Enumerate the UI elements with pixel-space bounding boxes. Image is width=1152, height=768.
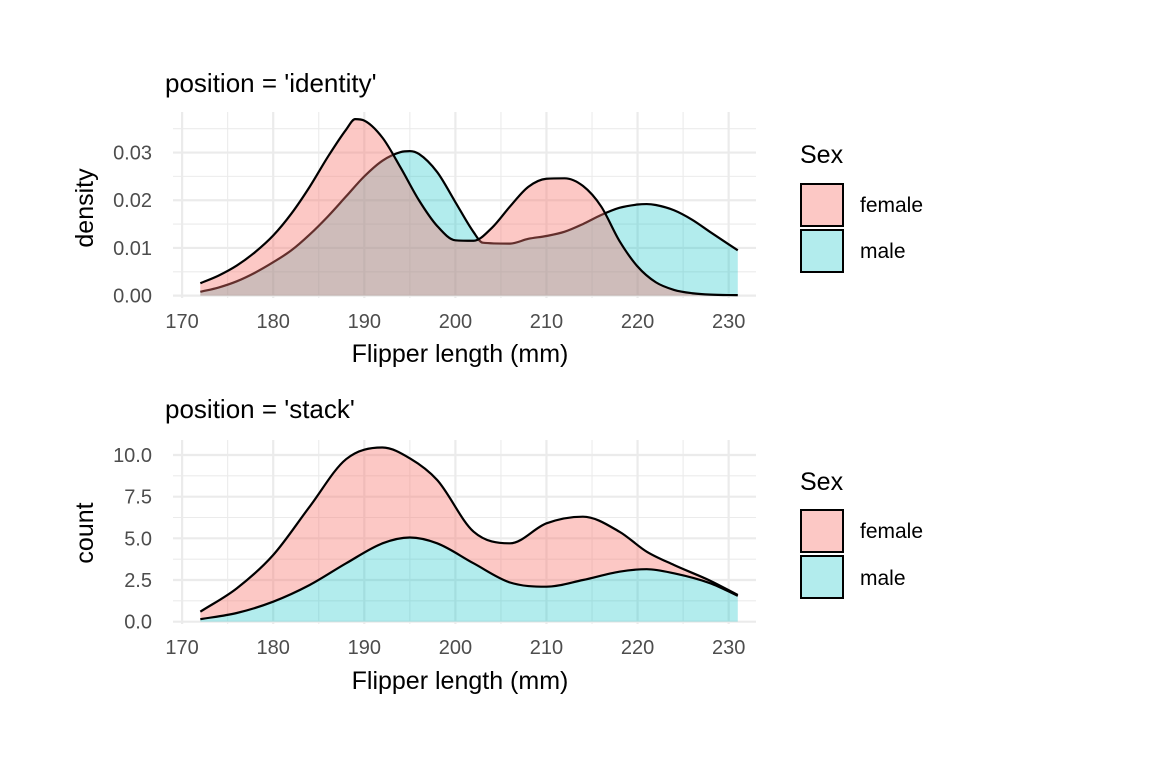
legend-label-female: female	[860, 194, 923, 217]
legend-title: Sex	[800, 141, 844, 169]
x-axis-ticks: 170 180 190 200 210 220 230	[165, 637, 745, 659]
panel-title: position = 'identity'	[165, 68, 377, 98]
line-male	[200, 536, 739, 621]
line-male	[200, 150, 739, 293]
stacked-areas	[199, 446, 739, 622]
x-tick-label: 220	[621, 311, 654, 333]
legend-item-female: female	[800, 183, 923, 227]
y-tick-label: 0.02	[113, 190, 152, 212]
legend: Sex female male	[800, 141, 923, 273]
area-male	[200, 151, 738, 296]
legend-key-male	[800, 555, 844, 599]
x-tick-label: 180	[257, 311, 290, 333]
y-tick-label: 2.5	[124, 570, 152, 592]
legend-key-male	[800, 229, 844, 273]
area-male	[200, 537, 738, 622]
y-tick-label: 0.00	[113, 286, 152, 308]
y-axis-title: density	[71, 168, 99, 248]
x-tick-label: 170	[165, 311, 198, 333]
x-tick-label: 220	[621, 637, 654, 659]
area-female	[200, 447, 738, 620]
legend-item-male: male	[800, 555, 906, 599]
legend-item-male: male	[800, 229, 906, 273]
panel-identity: position = 'identity' 0.00 0.01 0.02 0.03 1…	[71, 68, 923, 368]
y-axis-title: count	[71, 502, 99, 563]
x-tick-label: 190	[348, 311, 381, 333]
x-tick-label: 210	[530, 311, 563, 333]
line-female-top	[199, 446, 739, 613]
y-axis-ticks: 0.00 0.01 0.02 0.03	[113, 143, 152, 308]
x-tick-label: 230	[712, 637, 745, 659]
x-tick-label: 180	[257, 637, 290, 659]
x-axis-ticks: 170 180 190 200 210 220 230	[165, 311, 745, 333]
y-tick-label: 0.01	[113, 238, 152, 260]
panel-title: position = 'stack'	[165, 394, 355, 424]
y-tick-label: 0.03	[113, 143, 152, 165]
legend-key-female	[800, 509, 844, 553]
x-tick-label: 210	[530, 637, 563, 659]
y-axis-ticks: 0.0 2.5 5.0 7.5 10.0	[113, 445, 152, 634]
legend-label-female: female	[860, 520, 923, 543]
x-tick-label: 230	[712, 311, 745, 333]
legend: Sex female male	[800, 468, 923, 599]
x-tick-label: 200	[439, 311, 472, 333]
legend-label-male: male	[860, 567, 906, 590]
legend-title: Sex	[800, 468, 844, 496]
x-tick-label: 170	[165, 637, 198, 659]
grid	[173, 440, 756, 624]
x-tick-label: 200	[439, 637, 472, 659]
x-axis-title: Flipper length (mm)	[352, 340, 569, 368]
y-tick-label: 7.5	[124, 487, 152, 509]
x-tick-label: 190	[348, 637, 381, 659]
x-axis-title: Flipper length (mm)	[352, 667, 569, 695]
grid	[173, 112, 756, 298]
legend-key-female	[800, 183, 844, 227]
y-tick-label: 5.0	[124, 528, 152, 550]
y-tick-label: 0.0	[124, 612, 152, 634]
legend-label-male: male	[860, 240, 906, 263]
panel-stack: position = 'stack' 0.02.55.07.510.0 170 1…	[71, 394, 923, 695]
legend-item-female: female	[800, 509, 923, 553]
area-female	[200, 119, 738, 296]
line-female	[199, 118, 738, 297]
y-tick-label: 10.0	[113, 445, 152, 467]
density-areas	[199, 118, 739, 297]
